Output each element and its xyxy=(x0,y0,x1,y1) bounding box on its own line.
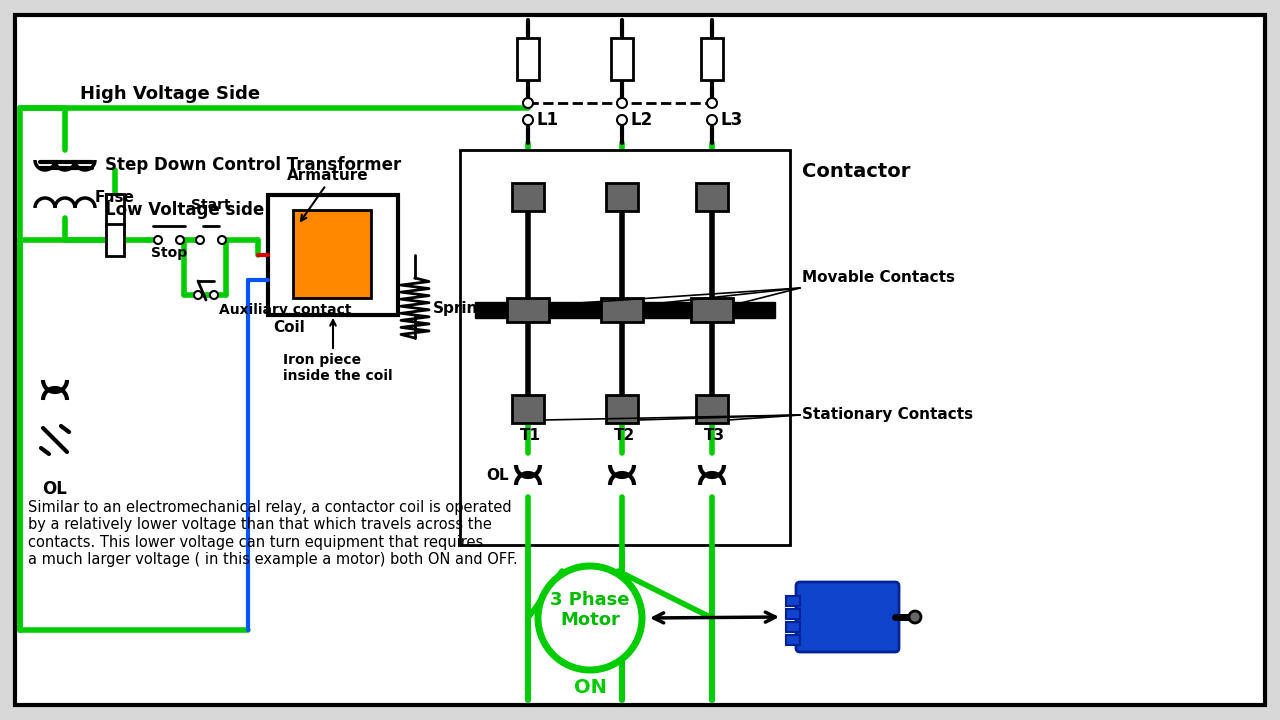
Text: T1: T1 xyxy=(520,428,541,443)
Bar xyxy=(106,224,124,256)
Circle shape xyxy=(538,566,643,670)
Circle shape xyxy=(909,611,922,623)
Circle shape xyxy=(617,98,627,108)
Bar xyxy=(696,183,728,211)
Text: L2: L2 xyxy=(630,111,653,129)
Bar xyxy=(517,38,539,80)
Bar xyxy=(460,150,790,545)
Circle shape xyxy=(154,236,163,244)
Circle shape xyxy=(218,236,227,244)
Bar xyxy=(475,302,774,318)
Bar xyxy=(786,596,800,606)
Text: ON: ON xyxy=(573,678,607,697)
Circle shape xyxy=(210,291,218,299)
Text: Stationary Contacts: Stationary Contacts xyxy=(803,408,973,423)
Bar xyxy=(512,395,544,423)
Text: Movable Contacts: Movable Contacts xyxy=(803,270,955,285)
Bar xyxy=(512,183,544,211)
Circle shape xyxy=(707,98,717,108)
Circle shape xyxy=(617,115,627,125)
Bar xyxy=(786,635,800,645)
Text: Contactor: Contactor xyxy=(803,162,910,181)
Text: Stop: Stop xyxy=(151,246,187,260)
Text: L3: L3 xyxy=(719,111,742,129)
Text: L1: L1 xyxy=(536,111,558,129)
Text: Iron piece
inside the coil: Iron piece inside the coil xyxy=(283,353,393,383)
Bar xyxy=(691,298,733,322)
Bar xyxy=(106,194,124,226)
Text: Step Down Control Transformer: Step Down Control Transformer xyxy=(105,156,401,174)
Bar xyxy=(602,298,643,322)
Circle shape xyxy=(524,115,532,125)
Bar xyxy=(507,298,549,322)
Circle shape xyxy=(524,98,532,108)
Text: Auxiliary contact: Auxiliary contact xyxy=(219,303,352,317)
Circle shape xyxy=(707,115,717,125)
Text: OL: OL xyxy=(42,480,68,498)
Bar xyxy=(268,195,398,315)
Bar xyxy=(605,395,637,423)
Text: Fuse: Fuse xyxy=(95,190,134,205)
Circle shape xyxy=(196,236,204,244)
Text: High Voltage Side: High Voltage Side xyxy=(79,85,260,103)
Text: OL: OL xyxy=(486,467,508,482)
Circle shape xyxy=(195,291,202,299)
Text: Similar to an electromechanical relay, a contactor coil is operated
by a relativ: Similar to an electromechanical relay, a… xyxy=(28,500,517,567)
FancyBboxPatch shape xyxy=(796,582,899,652)
Text: Coil: Coil xyxy=(273,320,305,335)
Text: T2: T2 xyxy=(614,428,635,443)
Text: T3: T3 xyxy=(704,428,726,443)
Bar xyxy=(701,38,723,80)
Bar xyxy=(605,183,637,211)
Circle shape xyxy=(177,236,184,244)
Text: Armature: Armature xyxy=(287,168,369,183)
Bar xyxy=(293,210,371,298)
Bar xyxy=(786,622,800,632)
Bar xyxy=(611,38,634,80)
Text: 3 Phase
Motor: 3 Phase Motor xyxy=(550,590,630,629)
Text: Low Voltage side: Low Voltage side xyxy=(105,201,264,219)
Text: Spring: Spring xyxy=(433,300,489,315)
Bar xyxy=(786,609,800,619)
Text: Start: Start xyxy=(191,198,230,212)
Bar xyxy=(696,395,728,423)
